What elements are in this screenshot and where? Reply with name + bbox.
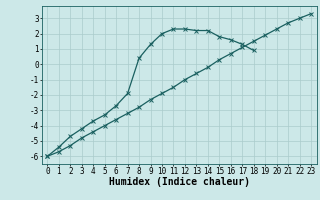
X-axis label: Humidex (Indice chaleur): Humidex (Indice chaleur) — [109, 177, 250, 187]
